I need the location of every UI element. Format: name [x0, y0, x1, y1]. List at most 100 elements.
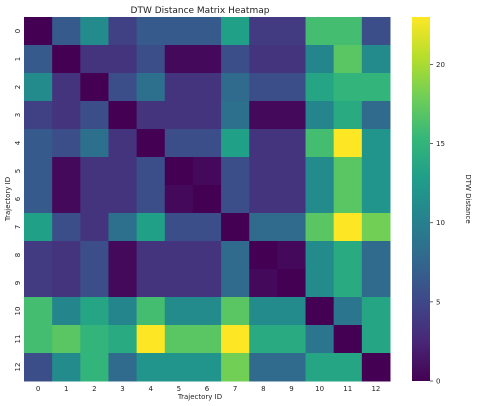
heatmap-cell-8-0	[24, 241, 53, 270]
heatmap-cell-7-8	[249, 213, 278, 242]
heatmap-cell-7-10	[305, 213, 335, 242]
y-tick-label: 0	[14, 29, 22, 33]
heatmap-cell-6-7	[221, 185, 250, 214]
heatmap-cell-7-3	[108, 213, 138, 242]
heatmap-cell-12-6	[192, 353, 222, 382]
heatmap-cell-12-5	[164, 353, 194, 382]
heatmap-cell-0-12	[361, 17, 391, 46]
heatmap-cell-11-4	[136, 325, 166, 354]
heatmap-cell-1-6	[192, 45, 222, 74]
heatmap-cell-5-7	[221, 157, 250, 186]
heatmap-cell-9-2	[80, 269, 109, 298]
heatmap-cell-10-6	[192, 297, 222, 326]
heatmap-cell-5-6	[192, 157, 222, 186]
y-tick-label: 12	[14, 363, 22, 372]
heatmap-cell-1-0	[24, 45, 53, 74]
heatmap-cell-12-10	[305, 353, 335, 382]
heatmap-cell-0-10	[305, 17, 335, 46]
heatmap-cell-10-4	[136, 297, 166, 326]
colorbar-tick-label: 5	[436, 298, 440, 306]
heatmap-cell-0-9	[277, 17, 307, 46]
heatmap-cell-3-5	[164, 101, 194, 130]
heatmap-cell-0-7	[221, 17, 250, 46]
heatmap-cell-5-10	[305, 157, 335, 186]
heatmap-cell-7-6	[192, 213, 222, 242]
heatmap-cell-10-11	[333, 297, 363, 326]
colorbar-tick-label: 15	[436, 140, 445, 148]
heatmap-cell-8-7	[221, 241, 250, 270]
y-tick-label: 3	[14, 113, 22, 117]
heatmap-cell-4-10	[305, 129, 335, 158]
heatmap-cell-4-4	[136, 129, 166, 158]
heatmap-cell-6-4	[136, 185, 166, 214]
heatmap-cell-7-12	[361, 213, 391, 242]
heatmap-cell-2-4	[136, 73, 166, 102]
heatmap-cell-1-3	[108, 45, 138, 74]
x-tick-label: 11	[343, 385, 352, 393]
x-tick-label: 6	[205, 385, 210, 393]
x-tick-label: 10	[315, 385, 324, 393]
heatmap-cell-4-2	[80, 129, 109, 158]
heatmap-cell-0-6	[192, 17, 222, 46]
heatmap-cell-4-9	[277, 129, 307, 158]
heatmap-cell-5-3	[108, 157, 138, 186]
heatmap-cell-1-1	[52, 45, 81, 74]
heatmap-cell-0-3	[108, 17, 138, 46]
heatmap-cell-9-0	[24, 269, 53, 298]
heatmap-cell-9-4	[136, 269, 166, 298]
heatmap-cell-11-2	[80, 325, 109, 354]
heatmap-cell-4-0	[24, 129, 53, 158]
heatmap-cell-3-11	[333, 101, 363, 130]
x-tick-label: 1	[64, 385, 68, 393]
colorbar-ticks: 0 5 10 15 20	[430, 61, 445, 386]
heatmap-cell-8-10	[305, 241, 335, 270]
heatmap-cell-12-4	[136, 353, 166, 382]
y-tick-label: 11	[14, 335, 22, 344]
heatmap-cell-1-4	[136, 45, 166, 74]
heatmap-cell-6-10	[305, 185, 335, 214]
heatmap-cell-11-8	[249, 325, 278, 354]
heatmap-cell-6-1	[52, 185, 81, 214]
heatmap-cell-6-11	[333, 185, 363, 214]
heatmap-cell-11-10	[305, 325, 335, 354]
heatmap-cell-10-3	[108, 297, 138, 326]
heatmap-cell-12-8	[249, 353, 278, 382]
heatmap-cell-8-6	[192, 241, 222, 270]
heatmap-cell-12-7	[221, 353, 250, 382]
heatmap-cell-2-10	[305, 73, 335, 102]
heatmap-cell-4-5	[164, 129, 194, 158]
heatmap-cell-11-12	[361, 325, 391, 354]
heatmap-cell-5-11	[333, 157, 363, 186]
heatmap-cell-12-2	[80, 353, 109, 382]
heatmap-cell-9-3	[108, 269, 138, 298]
heatmap-cell-6-5	[164, 185, 194, 214]
heatmap-cell-1-10	[305, 45, 335, 74]
heatmap-cell-8-5	[164, 241, 194, 270]
x-tick-label: 5	[177, 385, 181, 393]
heatmap-cell-2-8	[249, 73, 278, 102]
heatmap-cell-6-0	[24, 185, 53, 214]
heatmap-cell-2-1	[52, 73, 81, 102]
heatmap-cell-4-11	[333, 129, 363, 158]
y-tick-label: 7	[14, 225, 22, 229]
heatmap-cell-4-3	[108, 129, 138, 158]
heatmap-cell-3-2	[80, 101, 109, 130]
heatmap-cell-10-1	[52, 297, 81, 326]
heatmap-cell-7-9	[277, 213, 307, 242]
heatmap-cell-9-12	[361, 269, 391, 298]
heatmap-cell-4-12	[361, 129, 391, 158]
heatmap-cell-5-0	[24, 157, 53, 186]
heatmap-cell-3-12	[361, 101, 391, 130]
y-tick-label: 10	[14, 307, 22, 316]
heatmap-cell-1-9	[277, 45, 307, 74]
heatmap-cell-11-7	[221, 325, 250, 354]
heatmap-cell-7-1	[52, 213, 81, 242]
heatmap-cell-8-3	[108, 241, 138, 270]
heatmap-cell-10-9	[277, 297, 307, 326]
heatmap-cell-12-11	[333, 353, 363, 382]
heatmap-cell-6-9	[277, 185, 307, 214]
heatmap-cell-10-10	[305, 297, 335, 326]
heatmap-cell-4-1	[52, 129, 81, 158]
